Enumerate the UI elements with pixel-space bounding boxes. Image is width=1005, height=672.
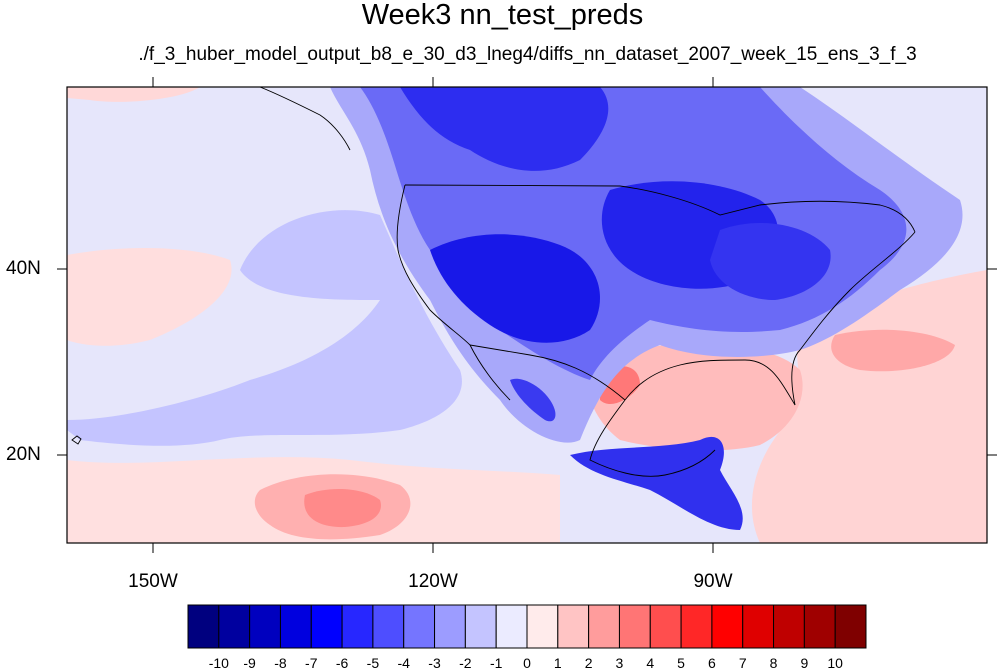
colorbar-swatch [773, 604, 805, 649]
colorbar-swatch [588, 604, 620, 649]
gulf-coast [624, 359, 796, 406]
us-canada-border [404, 184, 916, 233]
colorbar-label: -8 [274, 655, 287, 671]
lat-label-20n: 20N [6, 444, 41, 465]
na-deep-blue-ne [710, 222, 831, 300]
plot-frame [66, 86, 988, 544]
atlantic-pink-core [831, 329, 955, 372]
us-mexico-border [469, 344, 626, 401]
us-east-coast [791, 231, 916, 406]
pacific-pink-west [67, 248, 232, 346]
colorbar-swatch [341, 604, 374, 649]
colorbar-label: -3 [428, 655, 441, 671]
boundaries [71, 87, 916, 477]
us-west-coast [396, 184, 471, 346]
lat-label-40n: 40N [6, 258, 41, 279]
colorbar-label: 4 [646, 655, 655, 671]
colorbar-label: 10 [827, 655, 843, 671]
colorbar-swatch [834, 604, 867, 649]
colorbar-swatch [803, 604, 836, 649]
colorbar-swatch [372, 604, 405, 649]
colorbar-label: 6 [708, 655, 716, 671]
colorbar-swatch [526, 604, 559, 649]
colorbar-label: -7 [305, 655, 318, 671]
colorbar-swatch [618, 604, 651, 649]
tick-marks [57, 77, 997, 553]
colorbar-label: 8 [769, 655, 778, 671]
baja [469, 344, 511, 401]
colorbar-label: 0 [523, 655, 531, 671]
arctic-pink [67, 87, 200, 102]
baja-blue [510, 378, 556, 422]
colorbar-label: -10 [208, 655, 229, 671]
colorbar-swatch [495, 604, 528, 649]
lon-label-90w: 90W [693, 571, 733, 592]
colorbar-swatch [742, 604, 775, 649]
colorbar-label: -9 [243, 655, 256, 671]
colorbar-swatch [310, 604, 343, 649]
colorbar-swatch [218, 604, 251, 649]
colorbar-label: 1 [553, 655, 562, 671]
colorbar-label: -4 [397, 655, 410, 671]
colorbar-swatch [464, 604, 497, 649]
colorbar-swatch [187, 604, 220, 649]
colorbar-swatch [649, 604, 682, 649]
colorbar-swatch [711, 604, 744, 649]
central-america-blue [570, 436, 743, 530]
colorbar [187, 604, 867, 649]
pacific-pink-hot [304, 488, 381, 528]
colorbar-swatch [557, 604, 590, 649]
colorbar-label: 7 [738, 655, 747, 671]
lon-label-120w: 120W [408, 571, 458, 592]
colorbar-label: 9 [800, 655, 809, 671]
colorbar-label: -2 [459, 655, 472, 671]
colorbar-label: 3 [615, 655, 624, 671]
pacific-blue-band [67, 210, 462, 446]
colorbar-swatch [434, 604, 466, 649]
colorbar-swatch [403, 604, 436, 649]
colorbar-swatch [279, 604, 312, 649]
contour-field [67, 87, 987, 543]
gulf-pink [589, 344, 803, 451]
lon-label-150w: 150W [128, 571, 178, 592]
na-deep-blue-north [400, 87, 609, 171]
map-subtitle: ./f_3_huber_model_output_b8_e_30_d3_lneg… [138, 44, 917, 65]
hawaii [71, 435, 82, 445]
na-deep-blue-central [430, 234, 600, 343]
colorbar-label: -1 [489, 655, 503, 671]
colorbar-label: -5 [366, 655, 380, 671]
colorbar-label: -6 [335, 655, 349, 671]
colorbar-label: 5 [677, 655, 685, 671]
mexico-coast [589, 399, 716, 477]
colorbar-label: 2 [584, 655, 593, 671]
colorbar-swatch [680, 604, 713, 649]
alaska-coast [259, 87, 351, 151]
map-title: Week3 nn_test_preds [361, 0, 644, 31]
colorbar-swatch [249, 604, 281, 649]
